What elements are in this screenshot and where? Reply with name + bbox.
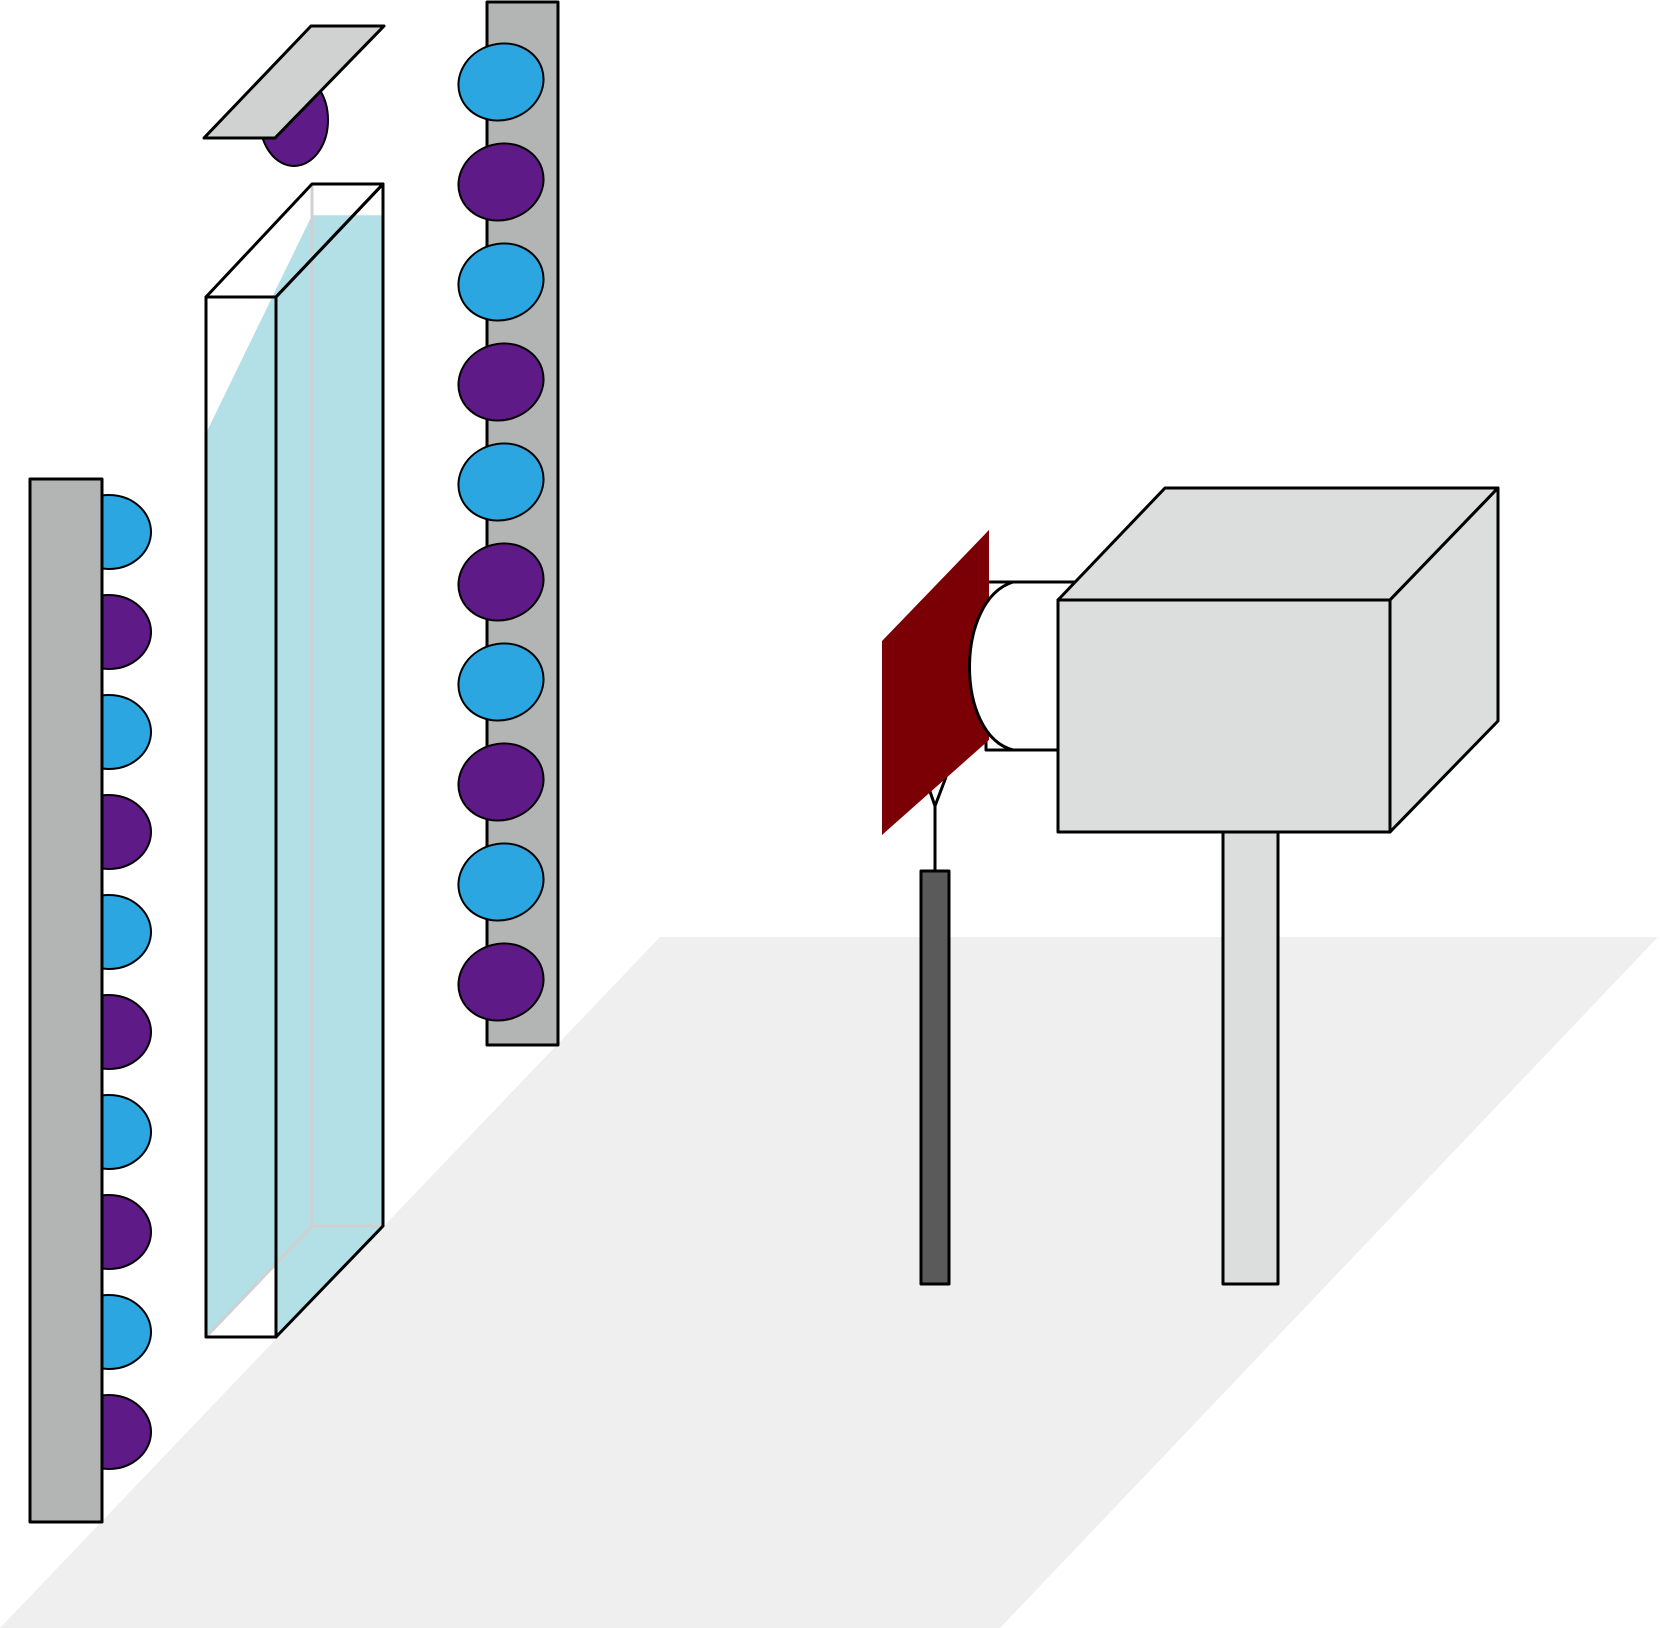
right-panel-led-blue	[457, 242, 545, 322]
right-panel-led-purple	[457, 742, 545, 822]
camera-body-front	[1056, 598, 1392, 834]
camera-lens-face	[968, 580, 1014, 752]
tank-side-face	[274, 182, 385, 1339]
right-panel-led-purple	[457, 342, 545, 422]
right-panel-led-purple	[457, 142, 545, 222]
left-led-panel-board	[28, 477, 104, 1524]
left-led-panel	[28, 477, 152, 1524]
lid-plate	[202, 24, 386, 140]
right-panel-led-blue	[457, 642, 545, 722]
right-panel-led-blue	[457, 442, 545, 522]
sensor-rod	[919, 869, 951, 1286]
right-panel-led-purple	[457, 542, 545, 622]
camera-stand	[1221, 830, 1280, 1286]
right-panel-led-blue	[457, 42, 545, 122]
red-filter	[882, 530, 989, 835]
water-tank	[204, 182, 385, 1339]
tank-water-side	[276, 215, 383, 1337]
camera-assembly	[882, 486, 1500, 1286]
right-led-panel	[457, 0, 560, 1047]
tank-lid	[202, 24, 386, 167]
right-panel-led-purple	[457, 942, 545, 1022]
tank-hidden-edge	[204, 1224, 314, 1339]
right-panel-led-blue	[457, 842, 545, 922]
